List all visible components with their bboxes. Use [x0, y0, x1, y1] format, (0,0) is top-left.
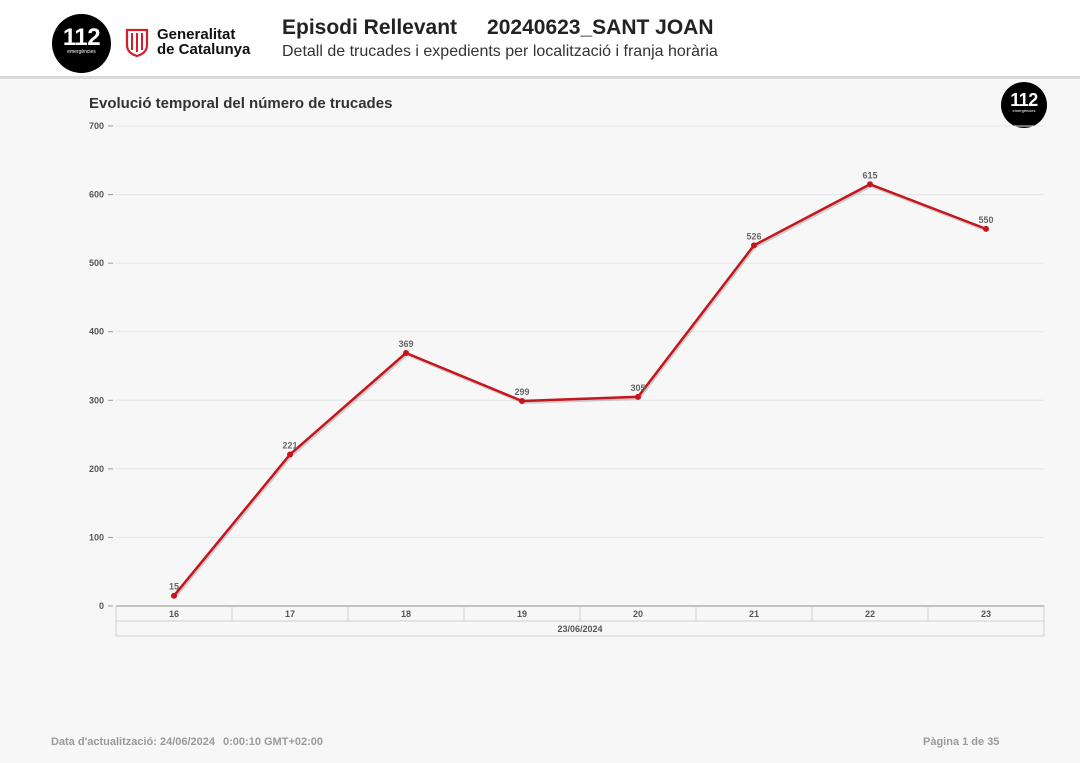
episode-code: 20240623_SANT JOAN [487, 16, 714, 39]
x-tick-label: 19 [517, 609, 527, 619]
chart-title: Evolució temporal del número de trucades [89, 95, 393, 112]
112-emergencies-logo: 112 emergències [52, 14, 111, 73]
y-tick-label: 700 [89, 121, 104, 131]
data-point [171, 592, 177, 599]
x-tick-label: 16 [169, 609, 179, 619]
update-info: Data d'actualització: 24/06/2024 0:00:10 … [51, 736, 323, 748]
update-date: Data d'actualització: 24/06/2024 [51, 736, 216, 748]
report-header: 112 emergències Generalitat de Catalunya… [0, 0, 1080, 79]
gencat-line1: Generalitat [157, 26, 236, 43]
data-point [287, 451, 293, 458]
y-tick-label: 600 [89, 190, 104, 200]
data-point [635, 393, 641, 400]
x-tick-label: 23 [981, 609, 991, 619]
data-point [519, 397, 525, 404]
data-point [867, 181, 873, 188]
x-tick-label: 20 [633, 609, 643, 619]
title-text: Episodi Rellevant [282, 16, 458, 39]
data-label: 305 [630, 383, 645, 393]
generalitat-emblem-icon [125, 28, 149, 57]
data-label: 299 [514, 387, 529, 397]
data-point [983, 225, 989, 232]
gencat-line2: de Catalunya [157, 41, 251, 58]
x-group-cell [115, 620, 1045, 637]
112-corner-logo: 112 emergències [1001, 82, 1047, 128]
data-label: 369 [398, 339, 413, 349]
update-time: 0:00:10 GMT+02:00 [223, 736, 323, 748]
y-tick-label: 100 [89, 532, 104, 542]
page-number: Pàgina 1 de 35 [923, 736, 1000, 748]
data-label: 526 [746, 231, 761, 241]
data-label: 550 [978, 215, 993, 225]
data-label: 15 [169, 582, 179, 592]
y-tick-label: 200 [89, 464, 104, 474]
logo-subtext: emergències [67, 49, 96, 55]
logo-number: 112 [62, 24, 101, 51]
x-tick-label: 21 [749, 609, 759, 619]
corner-logo-number: 112 [1010, 90, 1038, 110]
y-tick-label: 0 [99, 601, 104, 611]
generalitat-wordmark: Generalitat de Catalunya [157, 27, 250, 57]
y-tick-label: 500 [89, 258, 104, 268]
x-tick-label: 22 [865, 609, 875, 619]
report-subtitle: Detall de trucades i expedients per loca… [282, 43, 718, 60]
report-title: Episodi Rellevant 20240623_SANT JOAN [282, 16, 714, 40]
data-point [751, 242, 757, 249]
x-tick-label: 17 [285, 609, 295, 619]
series-line [173, 183, 987, 597]
y-tick-label: 300 [89, 395, 104, 405]
y-tick-label: 400 [89, 327, 104, 337]
series-line-shadow [173, 184, 988, 599]
x-group-label: 23/06/2024 [557, 624, 602, 634]
data-label: 615 [862, 170, 877, 180]
x-tick-label: 18 [401, 609, 411, 619]
data-point [403, 349, 409, 356]
data-label: 221 [282, 440, 297, 450]
corner-logo-subtext: emergències [1012, 108, 1036, 113]
